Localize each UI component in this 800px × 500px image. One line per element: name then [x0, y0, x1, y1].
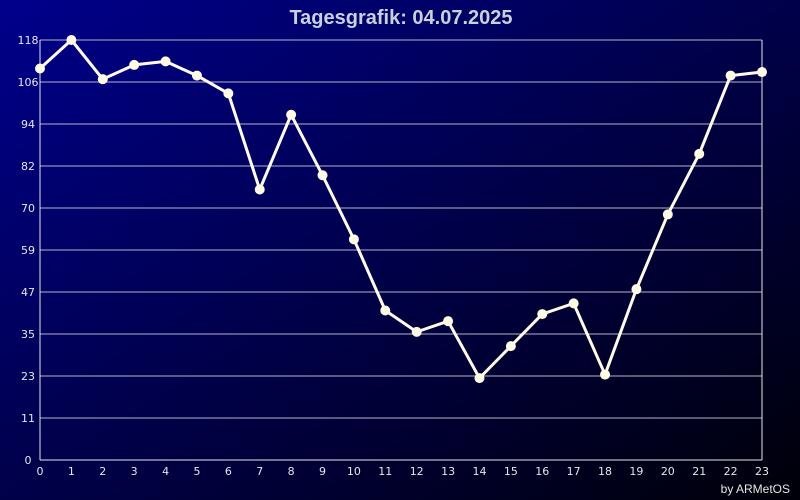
- y-tick-label: 11: [21, 412, 35, 425]
- data-point: [129, 59, 140, 70]
- y-tick-label: 47: [21, 286, 35, 299]
- x-axis-tick-labels: 0 1 2 3 4 5 6 7 8 9 10 11 12 13 14 15 16 17 18 19 20 21 22 23: [37, 465, 770, 478]
- chart-credit: by ARMetOS: [721, 482, 790, 496]
- x-tick-label: 5: [193, 465, 200, 478]
- y-tick-label: 94: [21, 118, 35, 131]
- x-tick-label: 15: [504, 465, 518, 478]
- x-tick-label: 6: [225, 465, 232, 478]
- x-tick-label: 12: [410, 465, 424, 478]
- data-point: [474, 373, 485, 384]
- x-tick-label: 16: [535, 465, 549, 478]
- x-tick-label: 19: [629, 465, 643, 478]
- y-tick-label: 106: [18, 76, 39, 89]
- data-point: [568, 298, 579, 309]
- x-tick-label: 18: [598, 465, 612, 478]
- y-tick-label: 59: [21, 244, 35, 257]
- data-point: [254, 184, 265, 195]
- data-point: [191, 70, 202, 81]
- x-tick-label: 4: [162, 465, 169, 478]
- data-point: [223, 88, 234, 99]
- x-tick-label: 8: [288, 465, 295, 478]
- x-tick-label: 9: [319, 465, 326, 478]
- data-point: [757, 67, 767, 78]
- y-tick-label: 35: [21, 328, 35, 341]
- x-tick-label: 13: [441, 465, 455, 478]
- x-tick-label: 11: [378, 465, 392, 478]
- data-point: [725, 70, 736, 81]
- data-point: [537, 309, 548, 320]
- grid-lines: [40, 39, 762, 419]
- x-tick-label: 22: [724, 465, 738, 478]
- data-point: [35, 63, 45, 74]
- x-tick-label: 0: [37, 465, 44, 478]
- data-point: [317, 170, 328, 181]
- x-tick-label: 23: [755, 465, 769, 478]
- data-point: [694, 148, 705, 159]
- data-point: [600, 369, 611, 380]
- data-point: [411, 326, 422, 337]
- x-tick-label: 17: [567, 465, 581, 478]
- series-line: [38, 38, 764, 380]
- axes: [39, 40, 763, 461]
- data-point: [380, 305, 391, 316]
- data-point: [160, 56, 171, 67]
- data-point: [348, 234, 359, 245]
- data-series: [35, 35, 767, 384]
- data-point: [631, 284, 642, 295]
- data-point: [505, 341, 516, 352]
- y-axis-tick-labels: 0 11 23 35 47 59 70 82 94 106 118: [18, 34, 39, 467]
- data-point: [97, 74, 108, 85]
- y-tick-label: 82: [21, 160, 35, 173]
- x-tick-label: 20: [661, 465, 675, 478]
- chart-title: Tagesgrafik: 04.07.2025: [289, 7, 512, 29]
- data-point: [286, 109, 297, 120]
- y-tick-label: 70: [21, 202, 35, 215]
- x-tick-label: 3: [131, 465, 138, 478]
- data-point: [443, 316, 454, 327]
- y-tick-label: 118: [18, 34, 39, 47]
- x-tick-label: 1: [68, 465, 75, 478]
- x-tick-label: 21: [692, 465, 706, 478]
- x-tick-label: 10: [347, 465, 361, 478]
- data-point: [66, 35, 77, 45]
- y-tick-label: 0: [25, 454, 32, 467]
- x-tick-label: 2: [99, 465, 106, 478]
- data-point: [662, 209, 673, 220]
- x-tick-label: 14: [472, 465, 486, 478]
- y-tick-label: 23: [21, 370, 35, 383]
- x-tick-label: 7: [256, 465, 263, 478]
